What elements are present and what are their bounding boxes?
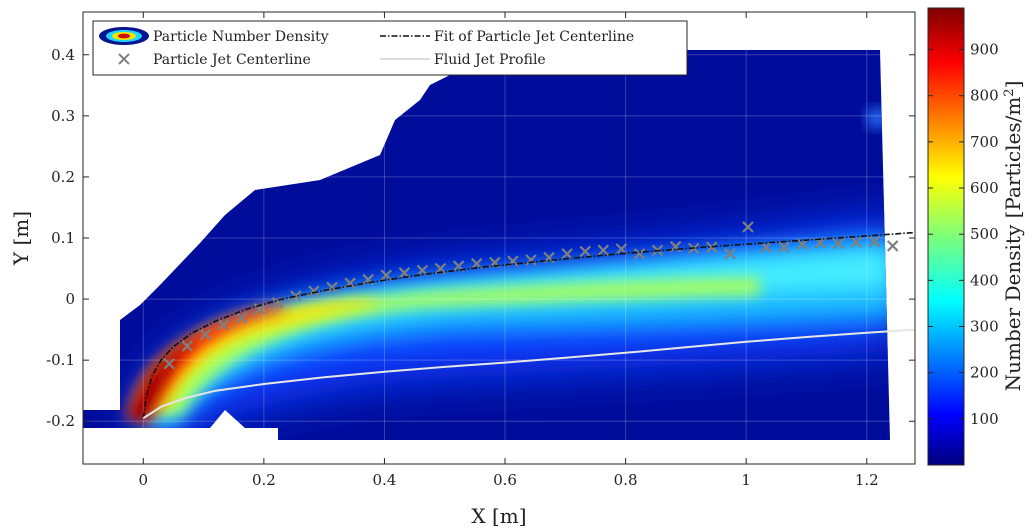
colorbar-label: Number Density [Particles/m2] <box>1001 81 1025 392</box>
colorbar: 100 200 300 400 500 600 700 800 900 Number Densi… <box>927 7 1025 466</box>
colorbar-gradient <box>927 7 965 466</box>
centerline-point <box>290 290 302 302</box>
centerline-point <box>217 318 230 331</box>
legend-label-centerline: Particle Jet Centerline <box>153 52 311 68</box>
y-axis-title: Y [m] <box>9 211 33 266</box>
colorbar-label-main: Number Density [Particles/m <box>1001 97 1025 392</box>
colorbar-ticks: 100 200 300 400 500 600 700 800 900 <box>928 41 999 428</box>
centerline-point <box>199 328 212 341</box>
colorbar-tick-label: 400 <box>970 271 999 289</box>
centerline-point <box>434 262 447 275</box>
heatmap-field <box>83 50 890 463</box>
centerline-point <box>724 248 736 260</box>
x-tick-label: 1 <box>741 471 751 489</box>
y-tick-label: -0.1 <box>46 351 75 369</box>
centerline-point <box>615 243 628 255</box>
colorbar-tick-label: 900 <box>970 41 999 59</box>
centerline-point <box>850 236 863 249</box>
centerline-point <box>832 237 845 250</box>
legend-density-icon <box>99 27 149 45</box>
centerline-point <box>235 312 248 324</box>
colorbar-tick-label: 300 <box>970 318 999 336</box>
x-tick-label: 0 <box>139 471 149 489</box>
colorbar-tick-label: 200 <box>970 364 999 382</box>
colorbar-tick-label: 600 <box>970 179 999 197</box>
centerline-point <box>561 248 573 260</box>
centerline-point <box>579 245 591 258</box>
centerline-point <box>308 285 320 297</box>
centerline-point <box>742 221 754 233</box>
y-axis: -0.2 -0.1 0 0.1 0.2 0.3 0.4 <box>46 46 915 430</box>
centerline-point <box>253 303 266 315</box>
colorbar-label-close: ] <box>1001 81 1025 89</box>
legend-box <box>92 20 688 76</box>
centerline-point <box>886 240 899 252</box>
centerline-point <box>380 269 393 282</box>
x-axis-title: X [m] <box>471 504 526 528</box>
colorbar-tick-label: 500 <box>970 225 999 243</box>
legend-label-fit: Fit of Particle Jet Centerline <box>434 29 634 45</box>
x-tick-label: 0.8 <box>614 471 638 489</box>
x-tick-label: 0.2 <box>252 471 276 489</box>
centerline-markers <box>163 221 899 370</box>
x-tick-label: 0.4 <box>373 471 397 489</box>
legend: Particle Number Density Fit of Particle … <box>92 20 688 76</box>
x-axis: 0 0.2 0.4 0.6 0.8 1 1.2 <box>139 12 879 489</box>
y-tick-label: 0.1 <box>51 229 75 247</box>
colorbar-label-superscript: 2 <box>1002 88 1017 96</box>
centerline-point <box>326 281 338 294</box>
y-tick-label: 0 <box>65 290 75 308</box>
centerline-point <box>163 358 175 370</box>
legend-label-density: Particle Number Density <box>153 29 329 45</box>
y-tick-label: 0.3 <box>51 107 75 125</box>
centerline-point <box>778 241 790 253</box>
centerline-point <box>633 248 646 260</box>
fluid-jet-profile <box>142 328 915 420</box>
x-tick-label: 1.2 <box>855 471 879 489</box>
y-tick-label: 0.2 <box>51 168 75 186</box>
colorbar-tick-label: 700 <box>970 133 999 151</box>
colorbar-tick-label: 100 <box>970 410 999 428</box>
colorbar-tick-label: 800 <box>970 87 999 105</box>
x-tick-label: 0.6 <box>493 471 517 489</box>
series-layer <box>142 221 915 420</box>
y-tick-label: 0.4 <box>51 46 75 64</box>
legend-label-fluid: Fluid Jet Profile <box>434 52 546 68</box>
legend-centerline-icon <box>118 53 130 65</box>
fit-centerline <box>142 231 915 419</box>
centerline-point <box>597 244 610 256</box>
centerline-point <box>525 254 537 266</box>
centerline-point <box>868 235 881 248</box>
centerline-point <box>181 340 194 352</box>
y-tick-label: -0.2 <box>46 412 75 430</box>
